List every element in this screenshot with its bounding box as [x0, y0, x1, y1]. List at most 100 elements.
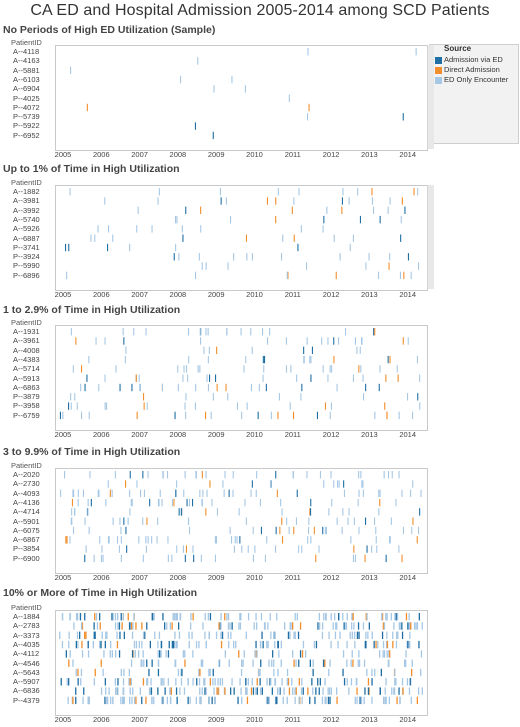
encounter-mark — [74, 508, 76, 516]
encounter-mark — [209, 678, 211, 686]
encounter-mark — [138, 640, 140, 649]
encounter-mark — [269, 328, 271, 336]
encounter-mark — [95, 613, 98, 621]
encounter-mark — [157, 687, 159, 695]
encounter-mark — [354, 640, 356, 649]
encounter-mark — [378, 271, 380, 280]
encounter-mark — [338, 337, 340, 345]
encounter-mark — [294, 613, 296, 621]
encounter-mark — [310, 536, 312, 544]
encounter-mark — [306, 471, 308, 479]
encounter-mark — [324, 696, 326, 705]
encounter-mark — [176, 215, 178, 224]
patient-id-label: P--5990 — [13, 261, 40, 271]
encounter-mark — [341, 206, 343, 214]
encounter-mark — [182, 234, 184, 242]
encounter-mark — [229, 526, 231, 535]
encounter-mark — [201, 498, 203, 507]
encounter-mark — [220, 622, 222, 630]
encounter-mark — [77, 678, 79, 686]
encounter-mark — [175, 613, 177, 621]
encounter-mark — [198, 253, 200, 261]
encounter-mark — [404, 206, 406, 214]
panel-title: 10% or More of Time in High Utilization — [3, 587, 198, 599]
encounter-mark — [84, 383, 86, 392]
panel-scrollbar[interactable] — [427, 185, 434, 289]
encounter-mark — [360, 365, 362, 373]
legend-item-direct-admission[interactable]: Direct Admission — [444, 65, 500, 74]
year-tick-label: 2010 — [246, 150, 263, 159]
encounter-mark — [69, 188, 71, 196]
encounter-mark — [243, 365, 245, 373]
year-tick-label: 2008 — [169, 715, 187, 724]
encounter-mark — [389, 197, 391, 205]
encounter-mark — [387, 355, 389, 364]
encounter-mark — [407, 622, 409, 630]
encounter-mark — [100, 687, 103, 695]
encounter-mark — [125, 480, 127, 488]
panel-title: 1 to 2.9% of Time in High Utilization — [3, 304, 181, 316]
legend-item-admission-via-ed[interactable]: Admission via ED — [444, 55, 503, 64]
encounter-mark — [151, 659, 153, 667]
encounter-mark — [379, 215, 381, 224]
encounter-mark — [356, 687, 358, 695]
encounter-mark — [86, 374, 88, 382]
encounter-mark — [321, 631, 324, 639]
encounter-mark — [299, 650, 302, 658]
encounter-mark — [185, 206, 187, 214]
encounter-mark — [71, 508, 73, 516]
encounter-mark — [235, 640, 237, 649]
encounter-mark — [350, 659, 352, 667]
year-tick-label: 2007 — [131, 430, 148, 439]
encounter-mark — [382, 650, 384, 658]
encounter-mark — [195, 471, 197, 479]
encounter-mark — [256, 471, 258, 479]
encounter-mark — [93, 631, 95, 639]
page-title: CA ED and Hospital Admission 2005-2014 a… — [30, 2, 490, 19]
encounter-mark — [393, 687, 395, 695]
encounter-mark — [99, 613, 101, 621]
encounter-mark — [274, 640, 276, 649]
encounter-mark — [295, 517, 297, 525]
encounter-mark — [276, 613, 278, 621]
panel-scrollbar[interactable] — [427, 45, 434, 149]
encounter-mark — [394, 613, 396, 621]
encounter-mark — [74, 393, 76, 401]
encounter-mark — [132, 622, 134, 630]
encounter-mark — [209, 374, 211, 382]
encounter-mark — [342, 668, 344, 677]
encounter-mark — [108, 687, 110, 695]
encounter-mark — [275, 545, 277, 553]
patient-id-label: P--6896 — [13, 270, 40, 280]
encounter-mark — [365, 631, 367, 639]
encounter-mark — [191, 631, 193, 639]
encounter-mark — [243, 650, 245, 658]
encounter-mark — [119, 631, 121, 639]
encounter-mark — [105, 631, 107, 639]
encounter-mark — [81, 365, 83, 373]
encounter-mark — [402, 113, 404, 121]
legend-item-ed-only[interactable]: ED Only Encounter — [444, 75, 509, 84]
encounter-mark — [179, 613, 182, 621]
encounter-mark — [224, 687, 226, 695]
encounter-mark — [184, 402, 186, 410]
encounter-mark — [138, 536, 140, 544]
encounter-mark — [126, 545, 128, 553]
encounter-mark — [225, 197, 227, 205]
encounter-mark — [366, 668, 368, 677]
encounter-mark — [185, 545, 187, 553]
encounter-mark — [306, 262, 308, 270]
encounter-mark — [115, 365, 117, 373]
encounter-mark — [136, 225, 138, 233]
encounter-mark — [402, 337, 404, 345]
patient-id-label: A--6103 — [13, 74, 40, 84]
encounter-mark — [269, 613, 271, 621]
encounter-mark — [192, 498, 194, 507]
encounter-mark — [151, 536, 153, 544]
encounter-mark — [60, 489, 62, 497]
encounter-mark — [418, 640, 420, 649]
encounter-mark — [205, 640, 207, 649]
encounter-mark — [384, 687, 386, 695]
encounter-mark — [72, 696, 74, 705]
encounter-mark — [236, 402, 238, 410]
